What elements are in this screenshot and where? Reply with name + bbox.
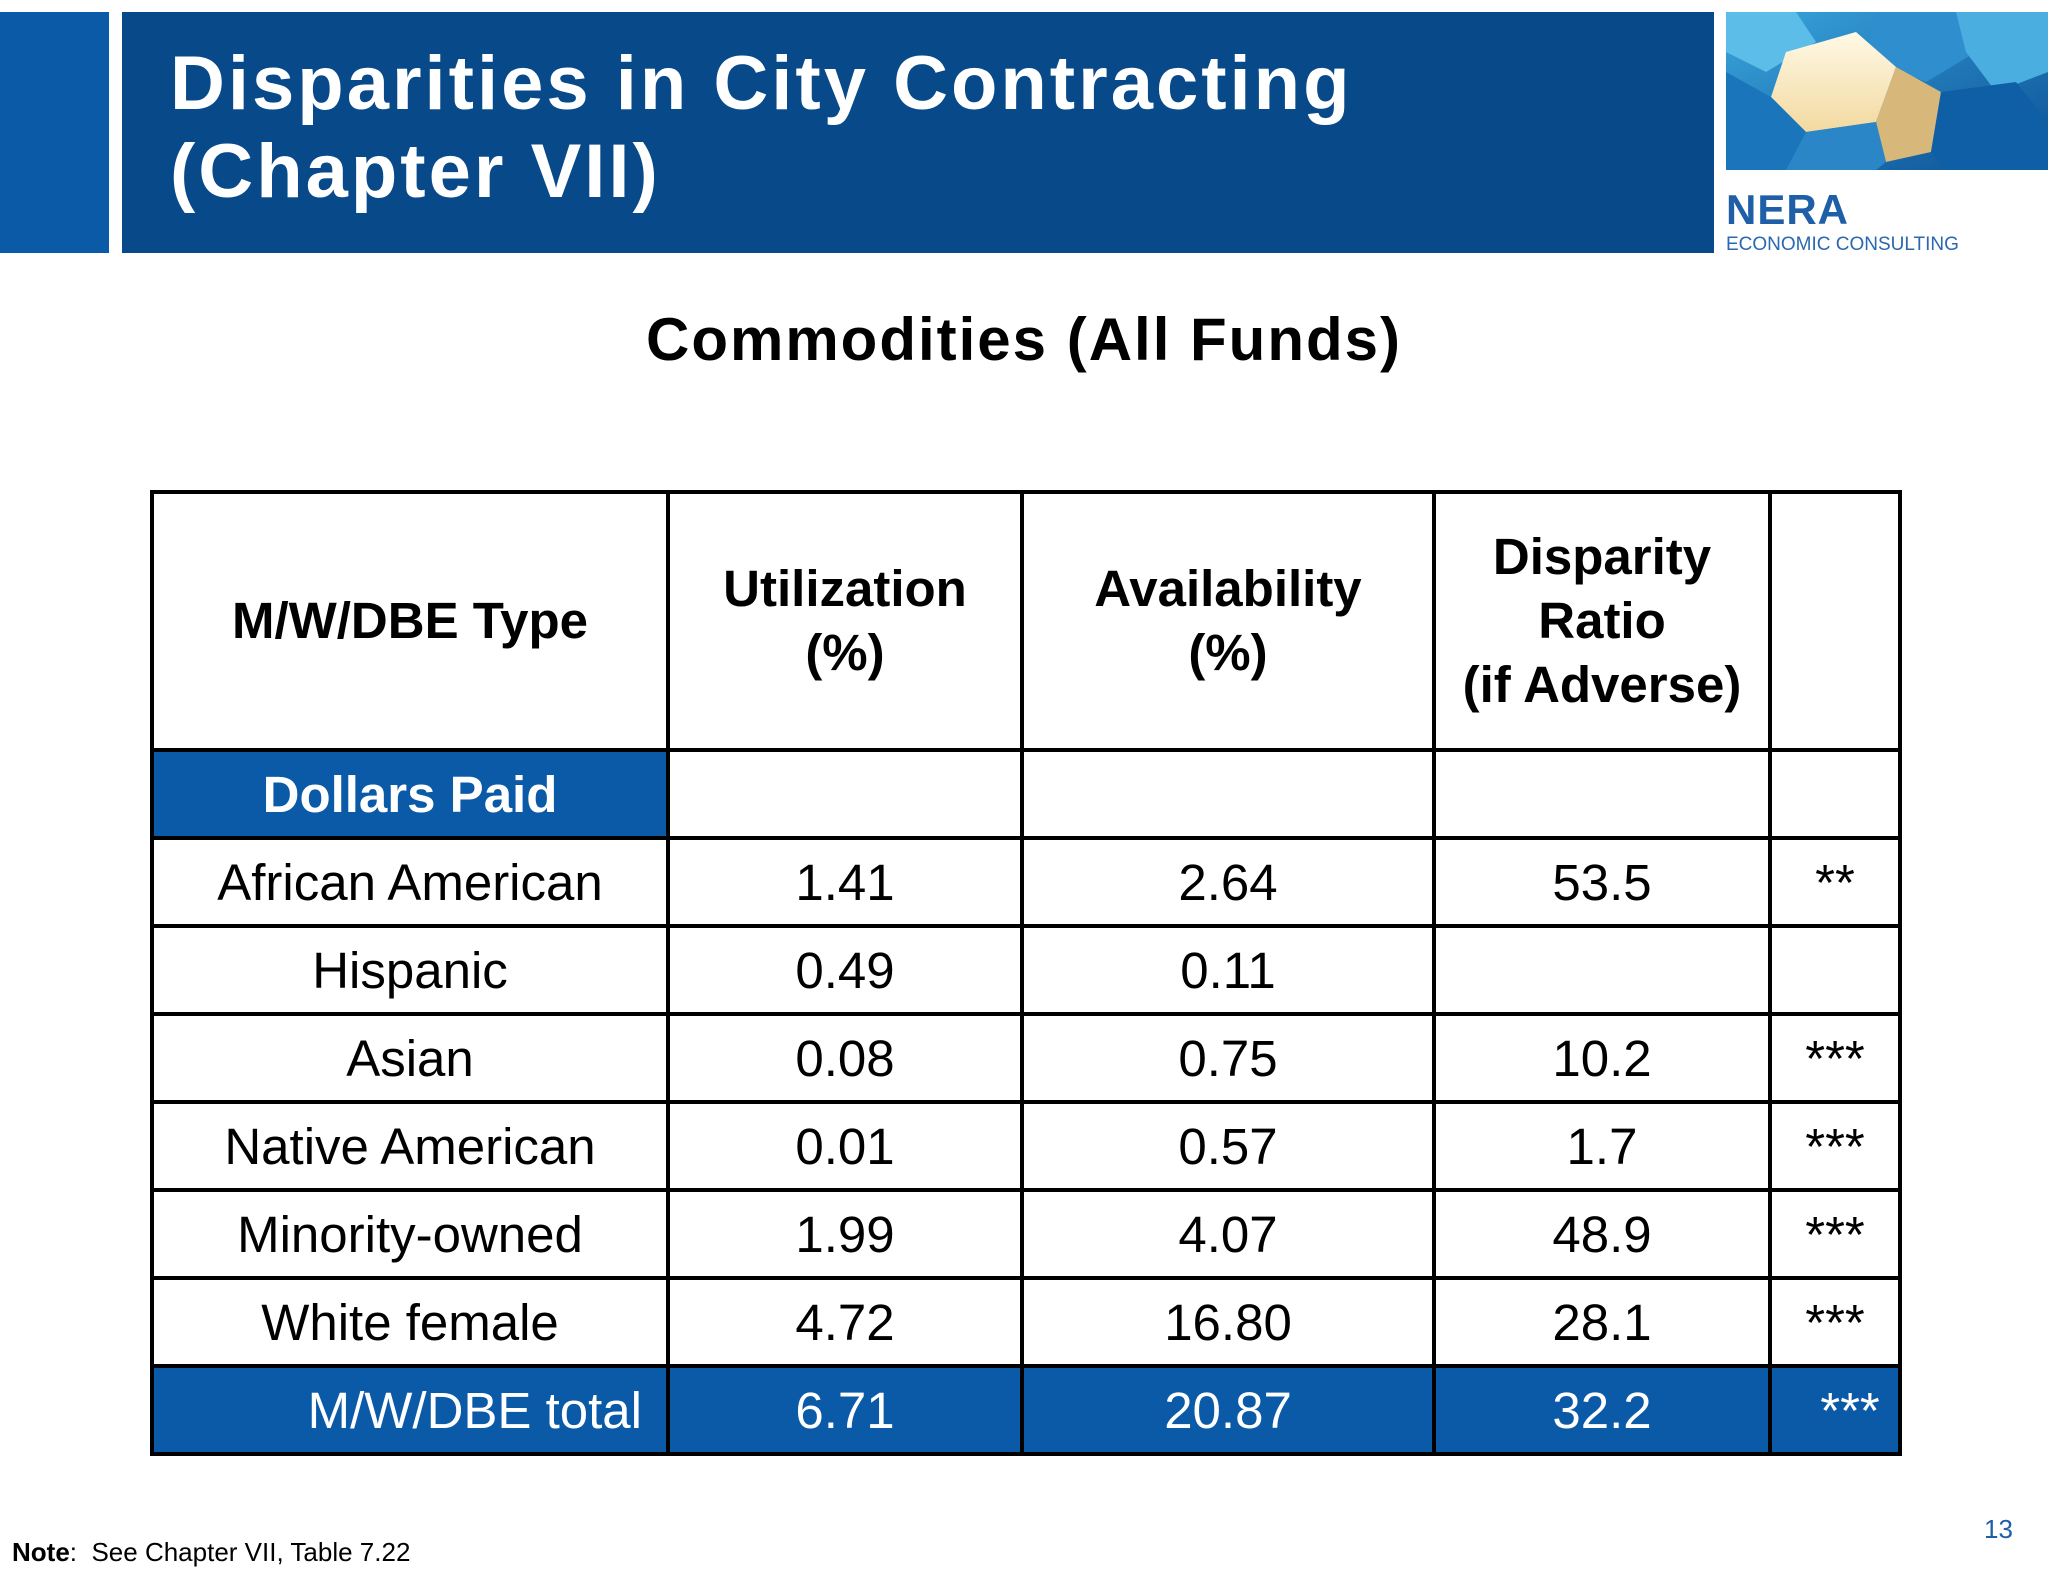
total-utilization-cell: 6.71 [666,1364,1024,1456]
table-title: Commodities (All Funds) [646,306,1402,373]
utilization-cell: 0.08 [666,1012,1024,1104]
total-disparity-cell: 32.2 [1432,1364,1772,1456]
type-cell: Minority-owned [150,1188,670,1280]
header-utilization: Utilization (%) [666,490,1024,752]
disparity-cell [1432,924,1772,1016]
total-availability-cell: 20.87 [1020,1364,1436,1456]
utilization-cell: 0.01 [666,1100,1024,1192]
table-row: White female 4.72 16.80 28.1 *** [150,1276,1902,1368]
availability-cell: 4.07 [1020,1188,1436,1280]
type-cell: White female [150,1276,670,1368]
footnote-text: See Chapter VII, Table 7.22 [91,1537,411,1567]
section-empty-cell [1768,748,1902,840]
disparity-cell: 10.2 [1432,1012,1772,1104]
section-label: Dollars Paid [150,748,670,840]
section-row: Dollars Paid [150,748,1902,840]
type-cell: Asian [150,1012,670,1104]
type-cell: Native American [150,1100,670,1192]
cubes-logo-icon [1726,12,2048,170]
availability-cell: 0.75 [1020,1012,1436,1104]
utilization-cell: 1.99 [666,1188,1024,1280]
disparity-cell: 53.5 [1432,836,1772,928]
table-row: Hispanic 0.49 0.11 [150,924,1902,1016]
significance-cell: *** [1768,1276,1902,1368]
logo-tagline: ECONOMIC CONSULTING [1726,234,1959,253]
footnote: Note: See Chapter VII, Table 7.22 [12,1537,411,1567]
logo-name: NERA [1726,186,1850,233]
total-type-cell: M/W/DBE total [150,1364,670,1456]
footnote-label: Note [12,1537,70,1567]
table-row: African American 1.41 2.64 53.5 ** [150,836,1902,928]
nera-logo: NERA ECONOMIC CONSULTING [1726,12,2048,253]
significance-cell [1768,924,1902,1016]
total-significance-cell: *** [1768,1364,1902,1456]
section-empty-cell [666,748,1024,840]
table-row: Minority-owned 1.99 4.07 48.9 *** [150,1188,1902,1280]
disparity-cell: 48.9 [1432,1188,1772,1280]
slide-title: Disparities in City Contracting (Chapter… [170,40,1353,216]
section-empty-cell [1020,748,1436,840]
header-side-bar [0,12,109,253]
page-number: 13 [1984,1514,2013,1544]
significance-cell: ** [1768,836,1902,928]
availability-cell: 0.11 [1020,924,1436,1016]
total-row: M/W/DBE total 6.71 20.87 32.2 *** [150,1364,1902,1456]
slide-title-line1: Disparities in City Contracting [170,41,1353,126]
availability-cell: 2.64 [1020,836,1436,928]
utilization-cell: 1.41 [666,836,1024,928]
disparity-cell: 28.1 [1432,1276,1772,1368]
section-empty-cell [1432,748,1772,840]
table-row: Native American 0.01 0.57 1.7 *** [150,1100,1902,1192]
disparity-cell: 1.7 [1432,1100,1772,1192]
table-row: Asian 0.08 0.75 10.2 *** [150,1012,1902,1104]
header-availability: Availability (%) [1020,490,1436,752]
type-cell: African American [150,836,670,928]
utilization-cell: 4.72 [666,1276,1024,1368]
slide-title-line2: (Chapter VII) [170,129,661,214]
disparity-table: M/W/DBE Type Utilization (%) Availability… [150,490,1902,1456]
header-banner [122,12,1714,253]
header-disparity: Disparity Ratio (if Adverse) [1432,490,1772,752]
availability-cell: 16.80 [1020,1276,1436,1368]
significance-cell: *** [1768,1188,1902,1280]
header-significance [1768,490,1902,752]
significance-cell: *** [1768,1012,1902,1104]
header-row: M/W/DBE Type Utilization (%) Availability… [150,490,1902,752]
header-type: M/W/DBE Type [150,490,670,752]
significance-cell: *** [1768,1100,1902,1192]
type-cell: Hispanic [150,924,670,1016]
utilization-cell: 0.49 [666,924,1024,1016]
availability-cell: 0.57 [1020,1100,1436,1192]
